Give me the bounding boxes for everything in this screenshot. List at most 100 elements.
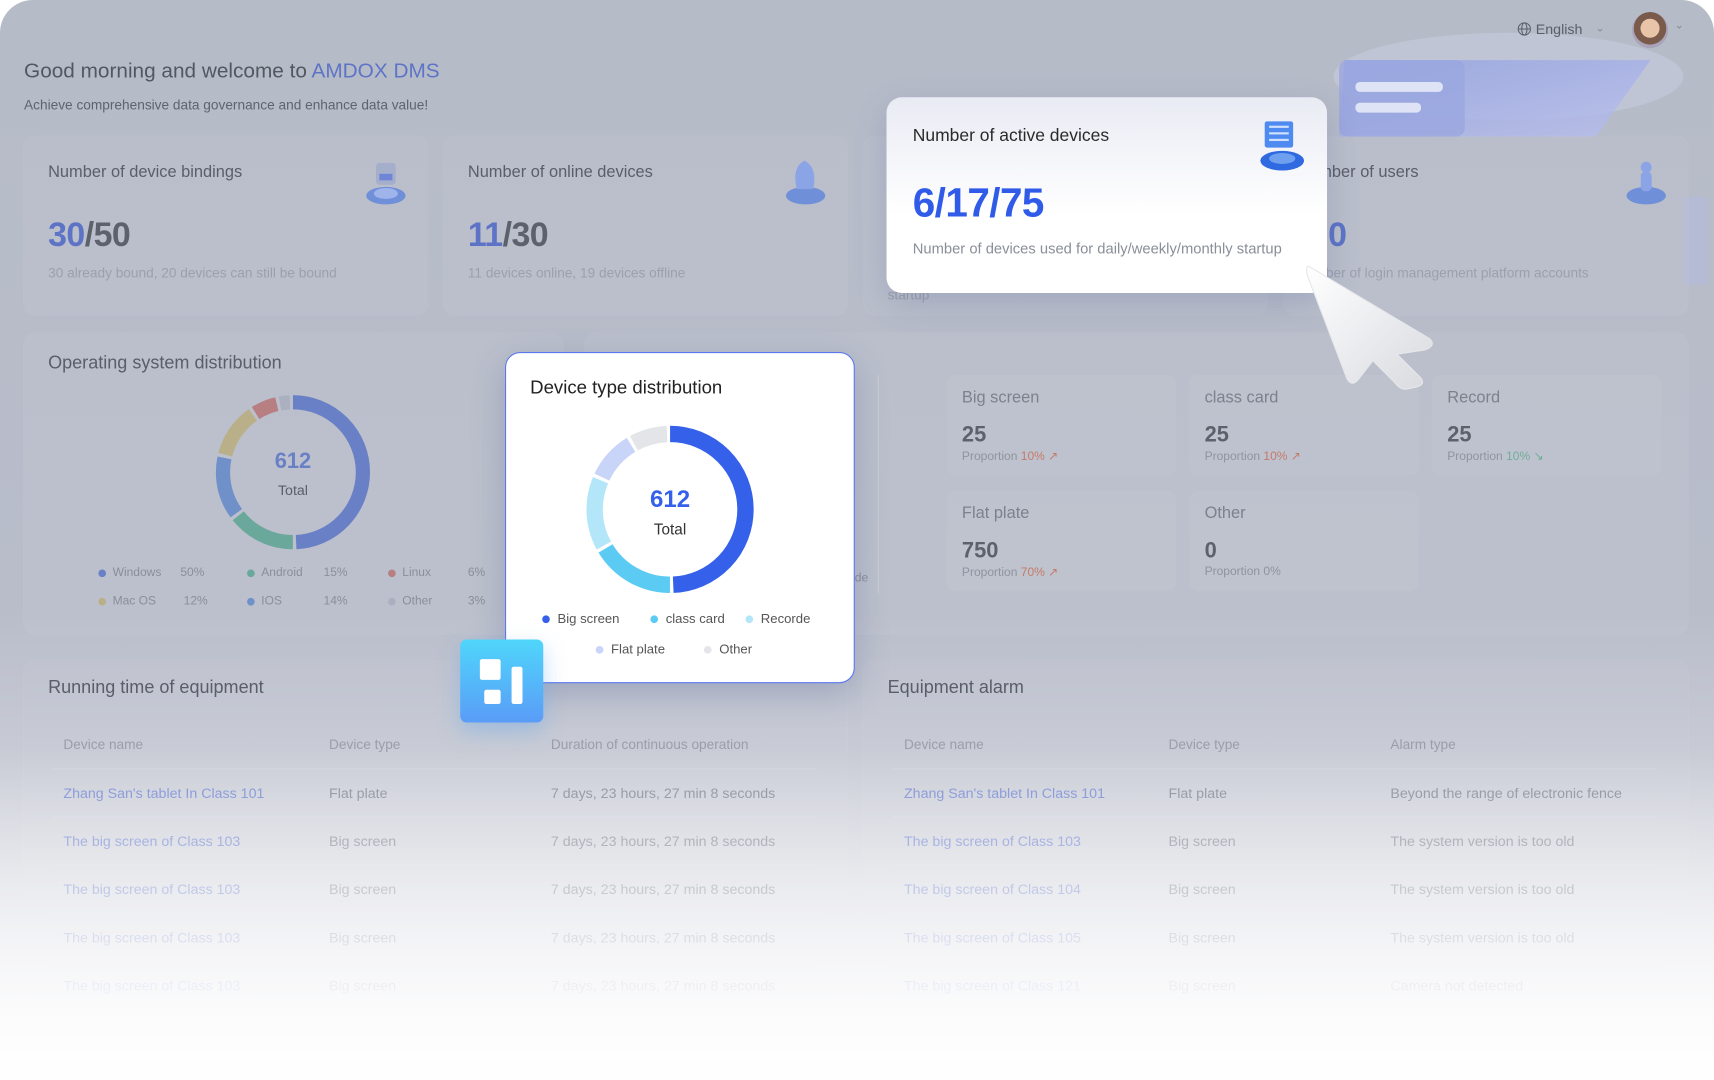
table-cell: 7 days, 23 hours, 27 min 8 seconds (550, 832, 776, 850)
legend-percent: 3% (467, 594, 486, 608)
os-legend-item: Android (247, 566, 303, 579)
table-header-2: Alarm type (1390, 736, 1456, 753)
row-divider (52, 912, 818, 914)
device-type-proportion: Proportion 10% ↗ (962, 449, 1058, 463)
device-type-proportion: Proportion 0% (1205, 565, 1281, 578)
device-name-link[interactable]: The big screen of Class 121 (903, 977, 1081, 994)
popup-title: Number of active devices (912, 126, 1110, 146)
os-legend-item: Linux (388, 566, 431, 579)
alarm-panel: Equipment alarm (864, 661, 1688, 1080)
row-divider (52, 1008, 818, 1011)
legend-label: Mac OS (112, 594, 157, 608)
language-selector[interactable]: English ⌄ (1517, 20, 1605, 38)
legend-dot-icon (542, 614, 550, 623)
avatar[interactable] (1631, 12, 1669, 49)
device-name-link[interactable]: The big screen of Class 103 (63, 977, 241, 994)
device-type-name: class card (1204, 388, 1279, 407)
stat-title: Number of online devices (467, 162, 653, 182)
proportion-label: Proportion (1204, 565, 1261, 579)
table-header-divider (891, 768, 1658, 770)
legend-label: Big screen (557, 611, 620, 627)
legend-label: Android (261, 566, 303, 580)
device-name-link[interactable]: The big screen of Class 103 (903, 832, 1081, 850)
language-label: English (1535, 20, 1583, 38)
stat-desc: 30 already bound, 20 devices can still b… (48, 265, 337, 281)
legend-label: Windows (112, 566, 162, 580)
device-name-link[interactable]: Zhang San's tablet In Class 101 (63, 784, 265, 802)
device-name-link[interactable]: The big screen of Class 103 (63, 881, 241, 898)
active-devices-3d-icon (1260, 121, 1305, 171)
alarm-title: Equipment alarm (887, 677, 1024, 698)
welcome-subtitle: Achieve comprehensive data governance an… (24, 97, 429, 113)
device-type-proportion: Proportion 70% ↗ (962, 565, 1058, 579)
users-3d-icon (1626, 161, 1666, 205)
row-divider (52, 864, 818, 866)
stat-card-online: Number of online devices 11/30 11 device… (443, 136, 848, 315)
table-cell: 7 days, 23 hours, 27 min 8 seconds (550, 977, 776, 994)
table-cell: Big screen (1168, 832, 1236, 850)
device-type-proportion: Proportion 10% ↘ (1447, 449, 1543, 463)
device-type-legend-item: Recorde (745, 611, 810, 626)
legend-dot-icon (247, 597, 255, 606)
stat-value-current: 0 (1328, 215, 1347, 254)
stat-desc: 11 devices online, 19 devices offline (467, 265, 686, 281)
avatar-chevron-down-icon[interactable]: ⌄ (1674, 19, 1684, 32)
os-distribution-panel: Operating system distribution (24, 333, 563, 634)
device-type-name: Record (1447, 388, 1501, 407)
device-name-link[interactable]: Zhang San's tablet In Class 101 (903, 784, 1105, 802)
table-header-2: Duration of continuous operation (550, 736, 749, 753)
device-type-card: Flat plate 750 Proportion 70% ↗ (946, 490, 1177, 592)
legend-dot-icon (388, 597, 396, 606)
table-cell: Flat plate (329, 784, 388, 802)
device-type-name: Other (1204, 503, 1246, 523)
table-cell: Big screen (1168, 977, 1236, 994)
table-header-0: Device name (903, 736, 984, 753)
table-cell: 7 days, 23 hours, 27 min 8 seconds (550, 929, 776, 946)
table-cell: Flat plate (1168, 784, 1227, 802)
device-name-link[interactable]: The big screen of Class 103 (63, 832, 241, 850)
os-legend-item: Other (388, 595, 432, 608)
proportion-label: Proportion (961, 566, 1018, 580)
table-cell: The system version is too old (1390, 832, 1575, 850)
device-type-total-label: Total (653, 520, 687, 538)
os-title: Operating system distribution (48, 353, 282, 373)
device-type-card: Record 25 Proportion 10% ↘ (1431, 374, 1662, 476)
legend-label: class card (665, 611, 725, 627)
proportion-value: 0% (1263, 565, 1281, 579)
chevron-down-icon: ⌄ (1595, 22, 1605, 35)
active-devices-desc: Number of devices used for daily/weekly/… (912, 240, 1282, 257)
stat-value-current: 11 (467, 215, 503, 254)
legend-dot-icon (98, 597, 107, 606)
welcome-title: Good morning and welcome to AMDOX DMS (24, 60, 440, 84)
running-time-panel: Running time of equipment (24, 661, 847, 1080)
legend-dot-icon (595, 645, 604, 654)
trend-up-icon: ↗ (1048, 450, 1059, 464)
legend-label: Flat plate (611, 641, 665, 657)
legend-text-behind: de (854, 571, 869, 585)
legend-dot-icon (388, 568, 396, 577)
device-type-name: Flat plate (961, 503, 1030, 523)
os-total-label: Total (277, 482, 308, 499)
dashboard-tile-icon (460, 639, 544, 723)
row-divider (891, 816, 1658, 818)
stat-value: 0 (1328, 215, 1347, 254)
os-legend-item: IOS (247, 595, 282, 608)
device-name-link[interactable]: The big screen of Class 105 (903, 929, 1081, 946)
popup-title: Device type distribution (530, 377, 723, 398)
device-name-link[interactable]: The big screen of Class 104 (903, 881, 1081, 898)
row-divider (891, 912, 1658, 914)
device-type-card: Big screen 25 Proportion 10% ↗ (946, 374, 1177, 476)
stat-card-bindings: Number of device bindings 30/50 30 alrea… (24, 136, 428, 315)
device-type-donut-chart (586, 425, 754, 594)
proportion-value: 10% (1263, 450, 1288, 464)
device-type-legend-item: Big screen (542, 611, 619, 626)
row-divider (891, 1008, 1658, 1011)
table-cell: Big screen (1168, 881, 1236, 898)
os-total-value: 612 (274, 449, 312, 474)
table-cell: Big screen (329, 832, 397, 850)
device-type-card: class card 25 Proportion 10% ↗ (1189, 374, 1419, 476)
device-name-link[interactable]: The big screen of Class 103 (63, 929, 241, 946)
proportion-label: Proportion (1204, 450, 1261, 464)
donut-segment-recorde (586, 425, 754, 594)
